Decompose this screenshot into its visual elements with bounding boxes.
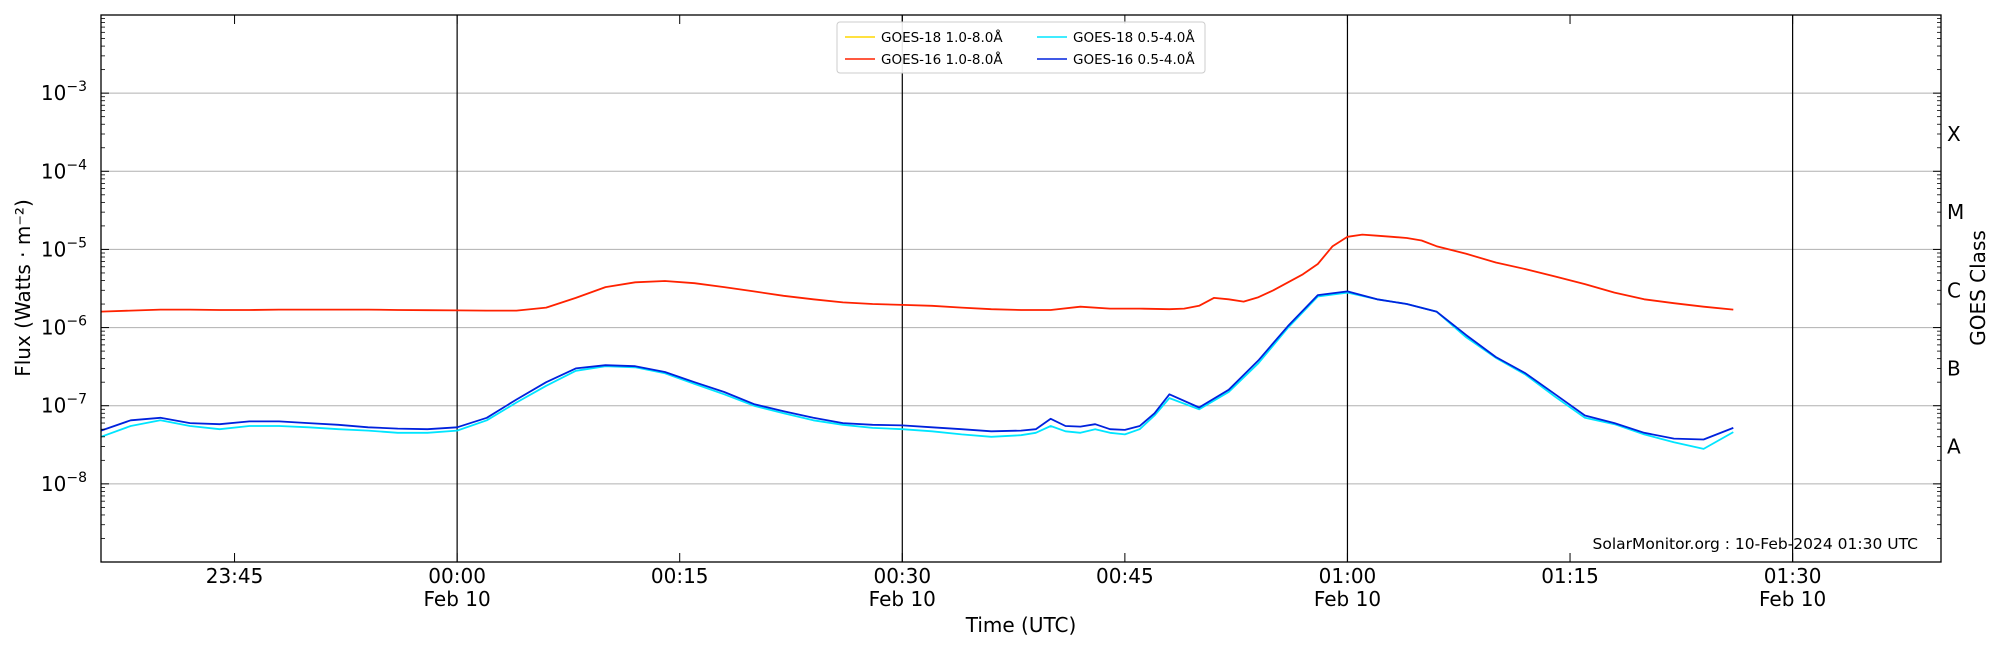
x-tick-sublabel: Feb 10 bbox=[869, 587, 936, 611]
axis-ticks bbox=[101, 15, 1941, 562]
series-line-3 bbox=[100, 290, 1734, 441]
x-tick-label: 01:15 bbox=[1541, 564, 1599, 588]
y-tick-label: 10−7 bbox=[41, 392, 87, 418]
y-tick-label: 10−6 bbox=[41, 314, 87, 340]
series-line-1 bbox=[100, 233, 1734, 313]
goes-class-c: C bbox=[1947, 278, 1961, 302]
goes-class-b: B bbox=[1947, 356, 1961, 380]
legend-label: GOES-16 0.5-4.0Å bbox=[1073, 51, 1195, 68]
x-tick-label: 00:00 bbox=[428, 564, 486, 588]
legend-label: GOES-18 0.5-4.0Å bbox=[1073, 29, 1195, 46]
x-tick-label: 00:45 bbox=[1096, 564, 1154, 588]
x-tick-label: 01:30 bbox=[1764, 564, 1822, 588]
x-tick-sublabel: Feb 10 bbox=[424, 587, 491, 611]
goes-class-a: A bbox=[1947, 435, 1961, 459]
y-tick-labels: 10−8 10−7 10−6 10−5 10−4 10−3 bbox=[41, 79, 87, 496]
x-tick-label: 23:45 bbox=[206, 564, 264, 588]
goes-class-m: M bbox=[1947, 200, 1964, 224]
x-tick-sublabel: Feb 10 bbox=[1759, 587, 1826, 611]
day-boundary-lines bbox=[456, 15, 1794, 562]
legend-box bbox=[836, 21, 1206, 74]
x-tick-label: 01:00 bbox=[1319, 564, 1377, 588]
goes-class-labels: A B C M X bbox=[1947, 122, 1964, 459]
y-axis-title: Flux (Watts · m⁻²) bbox=[11, 199, 35, 377]
grid-lines bbox=[101, 92, 1941, 485]
x-axis-title: Time (UTC) bbox=[965, 613, 1077, 637]
legend-label: GOES-16 1.0-8.0Å bbox=[881, 51, 1003, 68]
x-tick-label: 00:15 bbox=[651, 564, 709, 588]
plot-frame bbox=[100, 14, 1942, 563]
y-tick-label: 10−4 bbox=[41, 157, 87, 183]
legend-label: GOES-18 1.0-8.0Å bbox=[881, 29, 1003, 46]
goes-class-x: X bbox=[1947, 122, 1961, 146]
series-lines bbox=[100, 233, 1734, 450]
y-tick-label: 10−3 bbox=[41, 79, 87, 105]
credit-text: SolarMonitor.org : 10-Feb-2024 01:30 UTC bbox=[1593, 535, 1918, 553]
y-tick-label: 10−5 bbox=[41, 235, 87, 261]
y-tick-label: 10−8 bbox=[41, 470, 87, 496]
x-tick-sublabel: Feb 10 bbox=[1314, 587, 1381, 611]
right-axis-title: GOES Class bbox=[1966, 230, 1990, 346]
legend: GOES-18 1.0-8.0Å GOES-16 1.0-8.0Å GOES-18 … bbox=[836, 21, 1206, 74]
x-tick-label: 00:30 bbox=[873, 564, 931, 588]
